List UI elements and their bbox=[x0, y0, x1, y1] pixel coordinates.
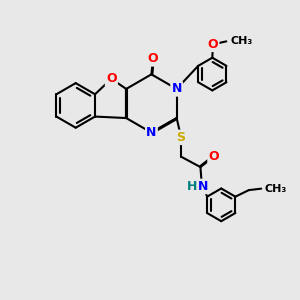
Text: H: H bbox=[187, 180, 198, 193]
Text: O: O bbox=[106, 72, 117, 85]
Text: N: N bbox=[172, 82, 182, 95]
Text: CH₃: CH₃ bbox=[231, 36, 253, 46]
Text: O: O bbox=[208, 150, 219, 163]
Text: CH₃: CH₃ bbox=[265, 184, 287, 194]
Text: S: S bbox=[177, 131, 186, 144]
Text: N: N bbox=[146, 126, 157, 139]
Text: O: O bbox=[148, 52, 158, 65]
Text: O: O bbox=[208, 38, 218, 51]
Text: N: N bbox=[198, 180, 208, 193]
